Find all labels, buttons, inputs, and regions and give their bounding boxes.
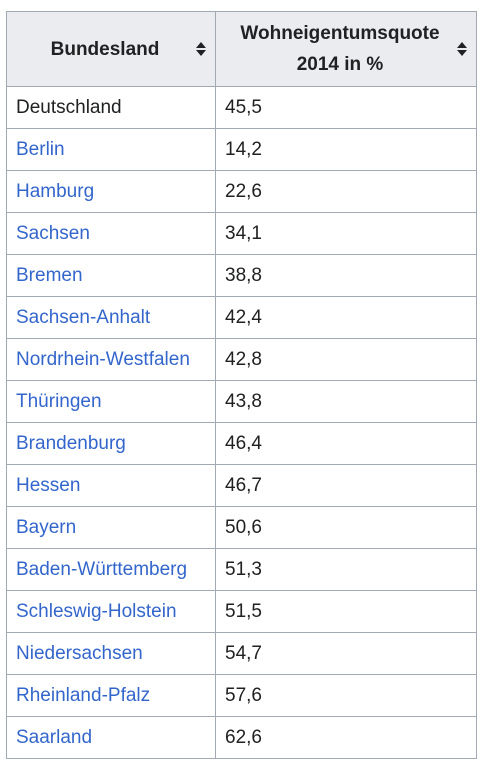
cell-bundesland: Hamburg <box>6 170 216 213</box>
cell-bundesland: Brandenburg <box>6 422 216 465</box>
cell-quote-value: 38,8 <box>215 254 477 297</box>
table-row: Baden-Württemberg 51,3 <box>6 548 477 591</box>
table-row: Berlin 14,2 <box>6 128 477 171</box>
bundesland-link[interactable]: Thüringen <box>16 390 102 412</box>
table-row: Hessen 46,7 <box>6 464 477 507</box>
table-row: Schleswig-Holstein 51,5 <box>6 590 477 633</box>
table-row: Brandenburg 46,4 <box>6 422 477 465</box>
bundesland-link[interactable]: Sachsen <box>16 222 90 244</box>
bundesland-link[interactable]: Nordrhein-Westfalen <box>16 348 190 370</box>
table-row: Niedersachsen 54,7 <box>6 632 477 675</box>
cell-bundesland: Sachsen-Anhalt <box>6 296 216 339</box>
table-body: Deutschland 45,5 Berlin 14,2 Hamburg 22,6 Sach… <box>6 86 477 759</box>
bundesland-link[interactable]: Hamburg <box>16 180 95 202</box>
cell-quote-value: 45,5 <box>215 86 477 129</box>
bundesland-link[interactable]: Baden-Württemberg <box>16 558 188 580</box>
bundesland-link[interactable]: Schleswig-Holstein <box>16 600 177 622</box>
cell-bundesland: Sachsen <box>6 212 216 255</box>
sort-icon[interactable] <box>457 42 467 56</box>
bundesland-link[interactable]: Sachsen-Anhalt <box>16 306 151 328</box>
bundesland-link[interactable]: Saarland <box>16 726 93 748</box>
bundesland-link[interactable]: Niedersachsen <box>16 642 143 664</box>
table-row: Bremen 38,8 <box>6 254 477 297</box>
column-header-wohneigentumsquote[interactable]: Wohneigentumsquote 2014 in % <box>215 11 477 87</box>
table-row: Bayern 50,6 <box>6 506 477 549</box>
bundesland-text: Deutschland <box>16 96 122 118</box>
cell-quote-value: 42,8 <box>215 338 477 381</box>
cell-quote-value: 50,6 <box>215 506 477 549</box>
cell-quote-value: 43,8 <box>215 380 477 423</box>
cell-bundesland: Hessen <box>6 464 216 507</box>
cell-bundesland: Schleswig-Holstein <box>6 590 216 633</box>
cell-bundesland: Saarland <box>6 716 216 759</box>
cell-quote-value: 54,7 <box>215 632 477 675</box>
table-row: Thüringen 43,8 <box>6 380 477 423</box>
cell-quote-value: 51,5 <box>215 590 477 633</box>
cell-bundesland: Bayern <box>6 506 216 549</box>
cell-quote-value: 22,6 <box>215 170 477 213</box>
table-container: Bundesland Wohneigentumsquote 2014 in % <box>6 11 477 759</box>
cell-bundesland: Bremen <box>6 254 216 297</box>
cell-quote-value: 57,6 <box>215 674 477 717</box>
column-header-label: Bundesland <box>50 38 160 60</box>
cell-quote-value: 14,2 <box>215 128 477 171</box>
cell-bundesland: Niedersachsen <box>6 632 216 675</box>
table-row: Hamburg 22,6 <box>6 170 477 213</box>
cell-quote-value: 46,7 <box>215 464 477 507</box>
bundesland-link[interactable]: Brandenburg <box>16 432 126 454</box>
bundesland-link[interactable]: Berlin <box>16 138 65 160</box>
column-header-bundesland[interactable]: Bundesland <box>6 11 216 87</box>
cell-bundesland: Thüringen <box>6 380 216 423</box>
cell-bundesland: Rheinland-Pfalz <box>6 674 216 717</box>
cell-bundesland: Berlin <box>6 128 216 171</box>
table-row: Rheinland-Pfalz 57,6 <box>6 674 477 717</box>
table-row: Saarland 62,6 <box>6 716 477 759</box>
cell-quote-value: 51,3 <box>215 548 477 591</box>
table-row: Nordrhein-Westfalen 42,8 <box>6 338 477 381</box>
sort-icon[interactable] <box>196 42 206 56</box>
cell-quote-value: 62,6 <box>215 716 477 759</box>
homeownership-table: Bundesland Wohneigentumsquote 2014 in % <box>6 11 477 759</box>
cell-bundesland: Deutschland <box>6 86 216 129</box>
table-row: Sachsen 34,1 <box>6 212 477 255</box>
cell-quote-value: 42,4 <box>215 296 477 339</box>
table-row: Deutschland 45,5 <box>6 86 477 129</box>
cell-quote-value: 46,4 <box>215 422 477 465</box>
cell-bundesland: Nordrhein-Westfalen <box>6 338 216 381</box>
bundesland-link[interactable]: Rheinland-Pfalz <box>16 684 151 706</box>
bundesland-link[interactable]: Bremen <box>16 264 83 286</box>
header-row: Bundesland Wohneigentumsquote 2014 in % <box>6 11 477 87</box>
column-header-label: Wohneigentumsquote 2014 in % <box>240 18 451 80</box>
column-header-line1: Wohneigentumsquote <box>240 23 440 44</box>
cell-quote-value: 34,1 <box>215 212 477 255</box>
bundesland-link[interactable]: Hessen <box>16 474 81 496</box>
table-row: Sachsen-Anhalt 42,4 <box>6 296 477 339</box>
column-header-line2: 2014 in % <box>296 54 384 75</box>
cell-bundesland: Baden-Württemberg <box>6 548 216 591</box>
bundesland-link[interactable]: Bayern <box>16 516 77 538</box>
